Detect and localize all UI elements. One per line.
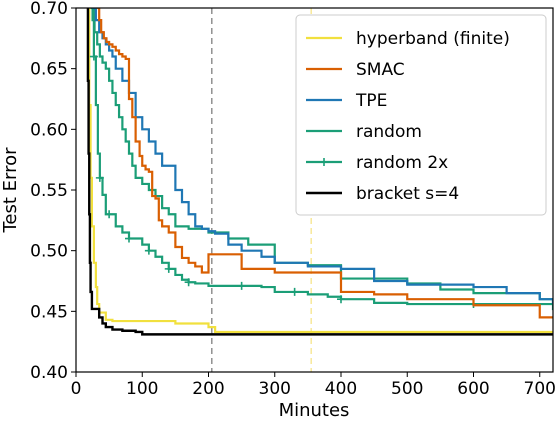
y-tick-label: 0.55 <box>30 181 68 201</box>
series-marker <box>144 246 153 255</box>
y-tick-label: 0.50 <box>30 242 68 262</box>
series-line-hyperband-finite <box>87 8 553 334</box>
x-axis-ticks: 0 100 200 300 400 500 600 700 <box>71 372 556 399</box>
series-marker <box>125 234 133 243</box>
legend: hyperband (finite) SMAC TPE random random 2x… <box>295 14 547 216</box>
series-marker <box>105 210 114 219</box>
series-marker <box>237 281 246 290</box>
series-line-bracket-s-4 <box>86 8 553 336</box>
legend-box <box>295 14 547 216</box>
legend-label-smac: SMAC <box>356 60 405 80</box>
y-tick-label: 0.65 <box>30 60 68 80</box>
series-marker <box>290 287 299 296</box>
series-marker <box>164 264 173 273</box>
x-tick-label: 600 <box>457 379 489 399</box>
x-tick-label: 300 <box>259 379 291 399</box>
series-marker <box>95 173 104 182</box>
legend-label-bracket-s-4: bracket s=4 <box>356 184 459 204</box>
x-tick-label: 0 <box>71 379 82 399</box>
y-tick-label: 0.60 <box>30 120 68 140</box>
y-tick-label: 0.40 <box>30 363 68 383</box>
legend-marker <box>320 158 328 166</box>
x-tick-label: 500 <box>391 379 423 399</box>
x-tick-label: 400 <box>325 379 357 399</box>
legend-label-tpe: TPE <box>355 91 387 111</box>
y-axis-ticks: 0.40 0.45 0.50 0.55 0.60 0.65 0.70 <box>30 0 76 383</box>
x-axis-label: Minutes <box>279 400 350 421</box>
y-axis-label: Test Error <box>0 147 21 234</box>
legend-label-random: random <box>356 122 422 142</box>
legend-label-hyperband-finite: hyperband (finite) <box>356 29 510 49</box>
x-tick-label: 200 <box>192 379 224 399</box>
series-line-tpe <box>92 8 553 305</box>
y-tick-label: 0.70 <box>30 0 68 19</box>
series-marker <box>89 52 98 61</box>
x-tick-label: 700 <box>524 379 556 399</box>
y-tick-label: 0.45 <box>30 302 68 322</box>
series-line-smac <box>97 8 553 319</box>
series-layer <box>86 8 553 336</box>
series-marker <box>184 278 193 287</box>
x-tick-label: 100 <box>126 379 158 399</box>
legend-label-random-2x: random 2x <box>356 153 448 173</box>
series-marker <box>337 295 345 304</box>
